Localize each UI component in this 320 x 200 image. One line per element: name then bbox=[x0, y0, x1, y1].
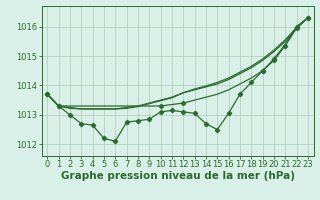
X-axis label: Graphe pression niveau de la mer (hPa): Graphe pression niveau de la mer (hPa) bbox=[60, 171, 295, 181]
